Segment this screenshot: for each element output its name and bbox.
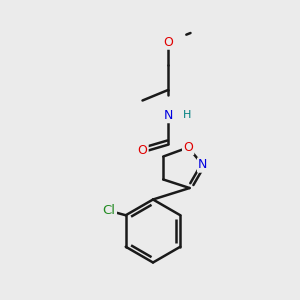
Text: H: H — [183, 110, 192, 121]
Text: N: N — [198, 158, 208, 172]
Text: O: O — [183, 141, 193, 154]
Text: O: O — [138, 143, 147, 157]
Text: N: N — [163, 109, 173, 122]
Text: Cl: Cl — [103, 204, 116, 217]
Text: O: O — [163, 35, 173, 49]
